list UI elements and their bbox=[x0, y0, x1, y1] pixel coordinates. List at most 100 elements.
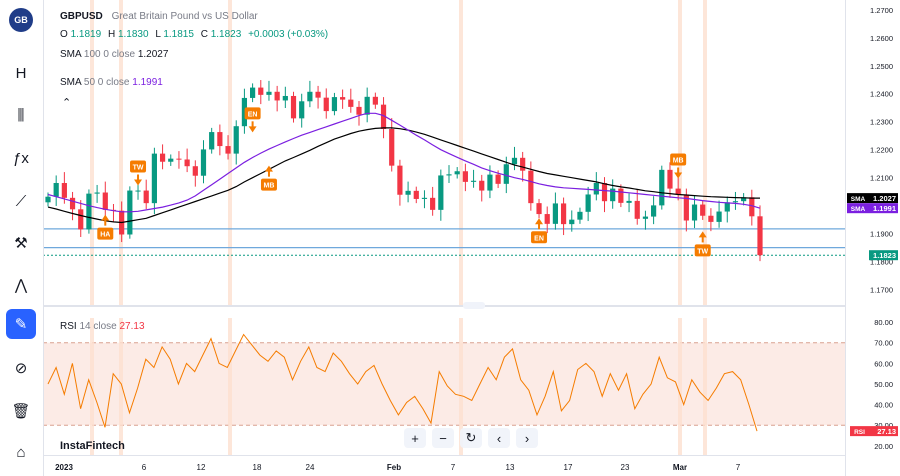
symbol-description: Great Britain Pound vs US Dollar bbox=[111, 11, 258, 22]
sma50-name: SMA bbox=[60, 77, 82, 88]
candle-body bbox=[266, 91, 272, 95]
rsi-name: RSI bbox=[60, 321, 77, 332]
candle-body bbox=[200, 149, 207, 176]
candle-body bbox=[135, 190, 141, 192]
candle-body bbox=[323, 97, 329, 112]
marker-label: HA bbox=[100, 232, 110, 239]
measure-icon[interactable]: ⚒ bbox=[14, 235, 28, 252]
rsi-legend[interactable]: RSI 14 close 27.13 bbox=[60, 321, 145, 332]
candle-body bbox=[364, 96, 370, 115]
time-tick-label: 2023 bbox=[55, 463, 73, 472]
candle-body bbox=[626, 200, 632, 203]
candle-body bbox=[675, 188, 681, 195]
scroll-right-icon[interactable]: › bbox=[516, 428, 538, 448]
candles bbox=[45, 80, 763, 262]
candle-body bbox=[593, 183, 599, 195]
collapse-legend-icon[interactable]: ⌃ bbox=[62, 97, 72, 109]
marker-arrow-stem bbox=[251, 121, 254, 128]
price-tick-label: 1.2200 bbox=[870, 146, 893, 155]
price-axis-border bbox=[845, 0, 846, 476]
time-tick-label: Mar bbox=[673, 463, 687, 472]
left-toolbar: GB H ⫼ ƒx ⟋ ⚒ ⋀ ✎ ⊘ 🗑 ⌂ bbox=[0, 0, 44, 476]
time-tick-label: Feb bbox=[387, 463, 401, 472]
sma100-tag-text: SMA bbox=[851, 196, 866, 203]
highlight-stripe bbox=[678, 0, 682, 305]
text-h-icon[interactable]: H bbox=[15, 64, 27, 82]
sma50-params: 50 0 close bbox=[83, 77, 130, 88]
candle-body bbox=[462, 171, 468, 182]
watermark: InstaFintech bbox=[60, 440, 125, 452]
candle-body bbox=[299, 101, 305, 119]
close-value: 1.1823 bbox=[210, 29, 242, 40]
candle-body bbox=[544, 214, 550, 224]
candle-body bbox=[577, 211, 583, 220]
time-tick-label: 6 bbox=[142, 463, 147, 472]
navigation-bar: + − ↻ ‹ › bbox=[404, 428, 538, 448]
candle-body bbox=[610, 188, 616, 202]
sma50-value: 1.1991 bbox=[132, 77, 163, 88]
highlight-stripe bbox=[90, 0, 94, 305]
candle-body bbox=[102, 192, 108, 210]
sma50-line bbox=[47, 112, 761, 213]
zoom-in-icon[interactable]: + bbox=[404, 428, 426, 448]
candle-body bbox=[78, 209, 84, 230]
marker-label: MB bbox=[264, 183, 275, 190]
candle-body bbox=[691, 204, 698, 221]
candle-body bbox=[708, 215, 714, 222]
price-tick-label: 1.2300 bbox=[870, 118, 893, 127]
horizontal-lines[interactable] bbox=[43, 228, 845, 256]
open-label: O bbox=[60, 29, 68, 40]
candle-body bbox=[683, 194, 689, 221]
rsi-tag bbox=[850, 426, 869, 437]
candle-body bbox=[184, 159, 190, 167]
candle-body bbox=[520, 157, 526, 171]
candle-body bbox=[348, 99, 354, 107]
fx-icon[interactable]: ƒx bbox=[13, 149, 29, 167]
sma100-badge-text: 1.2027 bbox=[873, 194, 896, 203]
candles-icon[interactable]: ⫼ bbox=[17, 106, 25, 124]
brush-icon[interactable]: ✎ bbox=[6, 309, 36, 339]
candle-body bbox=[749, 197, 755, 217]
rsi-pane bbox=[47, 333, 758, 432]
candle-body bbox=[233, 126, 239, 154]
eye-slash-icon[interactable]: ⊘ bbox=[14, 360, 28, 377]
marker-arrow-stem bbox=[104, 219, 107, 226]
scroll-left-icon[interactable]: ‹ bbox=[488, 428, 510, 448]
line-tool-icon[interactable]: ⟋ bbox=[15, 192, 27, 210]
zoom-out-icon[interactable]: − bbox=[432, 428, 454, 448]
candle-body bbox=[225, 146, 231, 154]
highlight-stripe-rsi bbox=[678, 318, 682, 455]
candle-body bbox=[741, 197, 747, 202]
price-axes: 1.2700 1.2600 1.2500 1.2400 1.2300 1.2200 1.21… bbox=[847, 6, 898, 451]
marker-arrow-stem bbox=[538, 223, 541, 230]
pattern-icon[interactable]: ⋀ bbox=[14, 277, 28, 294]
price-tick-label: 1.1700 bbox=[870, 286, 893, 295]
signal-marker-en: EN bbox=[244, 107, 261, 133]
signal-marker-ha: HA bbox=[97, 214, 114, 240]
candle-body bbox=[487, 174, 493, 191]
marker-label: EN bbox=[534, 235, 544, 242]
sma100-legend[interactable]: SMA 100 0 close 1.2027 bbox=[60, 49, 168, 60]
candle-body bbox=[397, 165, 403, 195]
time-tick-label: 24 bbox=[306, 463, 315, 472]
candle-body bbox=[585, 194, 591, 212]
symbol-name[interactable]: GBPUSD bbox=[60, 11, 103, 22]
gbp-flag-icon[interactable]: GB bbox=[9, 8, 33, 32]
trash-icon[interactable]: 🗑 bbox=[11, 403, 31, 420]
candle-body bbox=[86, 193, 92, 230]
candle-body bbox=[380, 104, 387, 129]
price-tick-label: 1.2400 bbox=[870, 90, 893, 99]
candle-body bbox=[249, 87, 256, 98]
lock-icon[interactable]: ⌂ bbox=[16, 443, 26, 461]
highlight-stripe-rsi bbox=[228, 318, 232, 455]
last-price-badge bbox=[869, 250, 898, 261]
sma100-params: 100 0 close bbox=[83, 49, 136, 60]
candle-body bbox=[45, 196, 51, 203]
sma50-legend[interactable]: SMA 50 0 close 1.1991 bbox=[60, 77, 163, 88]
candle-body bbox=[528, 170, 534, 204]
candle-body bbox=[430, 197, 436, 210]
reset-icon[interactable]: ↻ bbox=[460, 428, 482, 448]
rsi-tick-label: 60.00 bbox=[874, 359, 893, 368]
candle-body bbox=[724, 202, 730, 212]
